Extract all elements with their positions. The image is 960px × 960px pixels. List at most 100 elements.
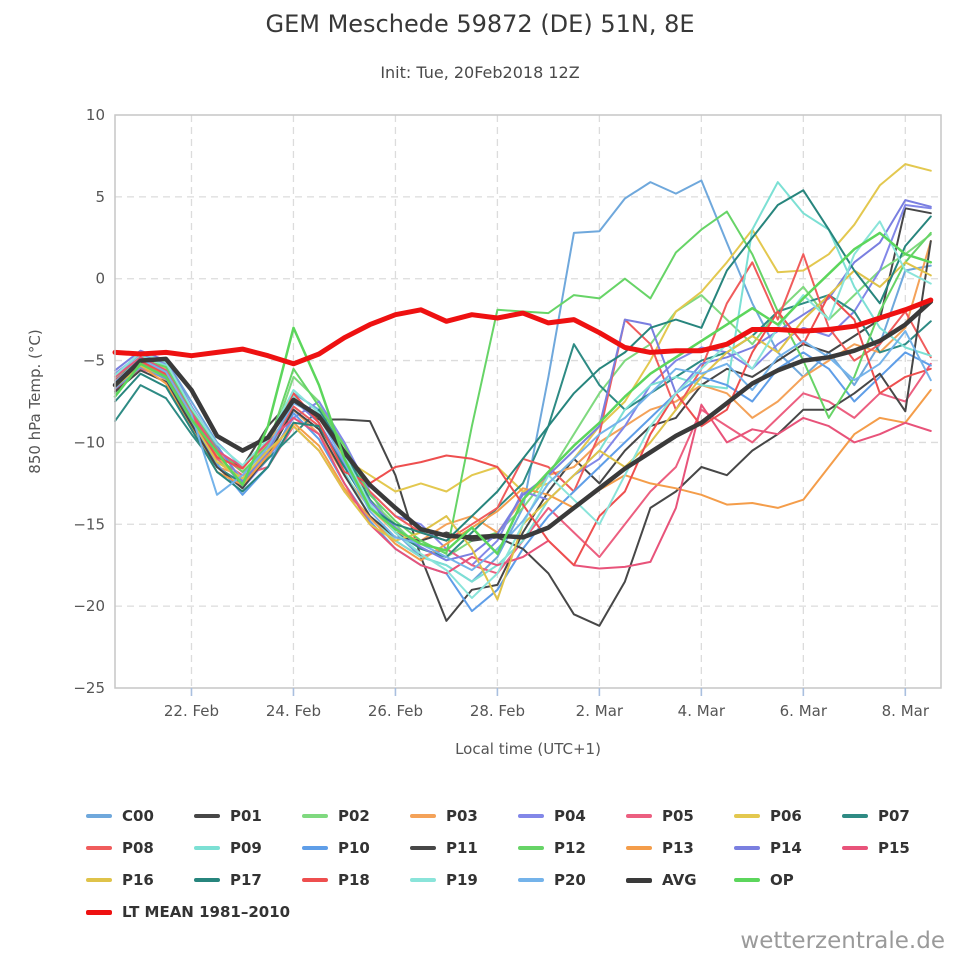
legend-label: P16 [122, 871, 154, 889]
legend-item-P13: P13 [626, 839, 734, 857]
x-axis-label: Local time (UTC+1) [455, 740, 601, 758]
series-line-P13 [114, 364, 932, 562]
legend-label: P07 [878, 807, 910, 825]
legend-label: P10 [338, 839, 370, 857]
legend-swatch-icon [626, 814, 652, 818]
legend-swatch-icon [86, 878, 112, 882]
legend-label: C00 [122, 807, 154, 825]
x-tick-label: 8. Mar [882, 702, 930, 720]
legend-row: P08 P09 P10 P11 P12 P13 P14 P15 [86, 832, 952, 864]
legend-label: P09 [230, 839, 262, 857]
series-line-P17 [114, 189, 932, 542]
legend-swatch-icon [842, 846, 868, 850]
series-line-P04 [114, 204, 932, 567]
legend-label: OP [770, 871, 794, 889]
legend-label: P20 [554, 871, 586, 889]
x-tick-label: 2. Mar [576, 702, 624, 720]
y-tick-label: −5 [83, 352, 105, 370]
y-tick-label: −25 [73, 679, 105, 697]
legend-item-P07: P07 [842, 807, 950, 825]
series-line-LT-MEAN-1981–2010 [112, 297, 934, 367]
x-tick-label: 6. Mar [780, 702, 828, 720]
legend-swatch-icon [302, 878, 328, 882]
legend-item-P15: P15 [842, 839, 950, 857]
y-tick-label: −20 [73, 597, 105, 615]
legend-swatch-icon [86, 814, 112, 818]
chart-title: GEM Meschede 59872 (DE) 51N, 8E [265, 10, 695, 38]
legend-label: P13 [662, 839, 694, 857]
legend-swatch-icon [302, 846, 328, 850]
legend-row: C00 P01 P02 P03 P04 P05 P06 P07 [86, 800, 952, 832]
legend-item-P04: P04 [518, 807, 626, 825]
legend-swatch-icon [194, 814, 220, 818]
legend-swatch-icon [86, 846, 112, 850]
legend-swatch-icon [518, 846, 544, 850]
legend-label: P04 [554, 807, 586, 825]
legend-swatch-icon [626, 846, 652, 850]
legend-item-P03: P03 [410, 807, 518, 825]
legend-swatch-icon [734, 814, 760, 818]
legend-swatch-icon [194, 878, 220, 882]
legend-item-P16: P16 [86, 871, 194, 889]
legend-swatch-icon [410, 846, 436, 850]
legend-swatch-icon [410, 878, 436, 882]
legend-label: P11 [446, 839, 478, 857]
legend-item-P14: P14 [734, 839, 842, 857]
legend-swatch-icon [626, 877, 652, 883]
legend-label: P05 [662, 807, 694, 825]
legend-label: P17 [230, 871, 262, 889]
x-tick-label: 28. Feb [470, 702, 525, 720]
legend-item-P01: P01 [194, 807, 302, 825]
forecast-chart: 22. Feb 24. Feb 26. Feb 28. Feb 2. Mar 4. Mar… [26, 106, 942, 758]
legend-label: P08 [122, 839, 154, 857]
legend-item-P05: P05 [626, 807, 734, 825]
series-line-P18 [114, 294, 932, 567]
legend-item-LT-MEAN-1981–2010: LT MEAN 1981–2010 [86, 903, 290, 921]
chart-init-subtitle: Init: Tue, 20Feb2018 12Z [380, 63, 580, 82]
legend-item-P17: P17 [194, 871, 302, 889]
legend-label: AVG [662, 871, 697, 889]
series-line-P08 [114, 253, 932, 542]
y-tick-label: 5 [95, 188, 105, 206]
legend-swatch-icon [734, 846, 760, 850]
y-tick-label: 0 [95, 270, 105, 288]
legend-label: P01 [230, 807, 262, 825]
legend-item-P19: P19 [410, 871, 518, 889]
legend-item-P18: P18 [302, 871, 410, 889]
legend-row: LT MEAN 1981–2010 [86, 896, 952, 928]
x-tick-label: 4. Mar [678, 702, 726, 720]
legend-item-AVG: AVG [626, 871, 734, 889]
legend-label: P03 [446, 807, 478, 825]
series-line-P01 [114, 207, 932, 622]
legend-item-P10: P10 [302, 839, 410, 857]
legend-item-P11: P11 [410, 839, 518, 857]
x-tick-label: 24. Feb [266, 702, 321, 720]
series-line-OP [113, 231, 933, 556]
legend-label: P14 [770, 839, 802, 857]
y-axis-label: 850 hPa Temp. (°C) [26, 329, 44, 473]
legend-label: P06 [770, 807, 802, 825]
series-line-AVG [112, 299, 934, 540]
series-line-P11 [114, 240, 932, 627]
legend-swatch-icon [410, 814, 436, 818]
legend-item-P08: P08 [86, 839, 194, 857]
x-tick-label: 26. Feb [368, 702, 423, 720]
legend-swatch-icon [518, 814, 544, 818]
legend-swatch-icon [518, 878, 544, 882]
legend-swatch-icon [302, 814, 328, 818]
legend-swatch-icon [86, 909, 112, 915]
series-line-P14 [114, 199, 932, 562]
legend-label: P18 [338, 871, 370, 889]
legend-swatch-icon [842, 814, 868, 818]
legend-swatch-icon [194, 846, 220, 850]
legend-item-OP: OP [734, 871, 842, 889]
legend-item-C00: C00 [86, 807, 194, 825]
legend-label: P19 [446, 871, 478, 889]
legend-item-P12: P12 [518, 839, 626, 857]
y-tick-label: −15 [73, 515, 105, 533]
watermark: wetterzentrale.de [740, 928, 945, 954]
x-tick-label: 22. Feb [164, 702, 219, 720]
legend-item-P02: P02 [302, 807, 410, 825]
y-tick-label: −10 [73, 433, 105, 451]
